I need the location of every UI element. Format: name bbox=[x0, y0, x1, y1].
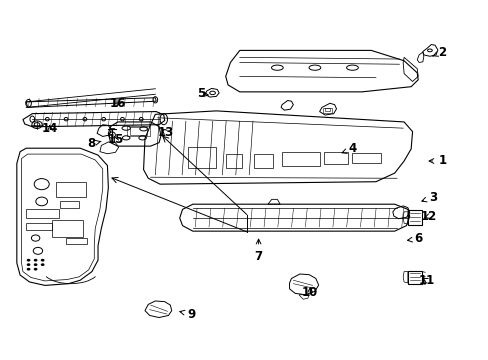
Circle shape bbox=[41, 259, 44, 262]
Circle shape bbox=[34, 263, 38, 266]
Circle shape bbox=[34, 259, 38, 262]
Text: 14: 14 bbox=[41, 122, 58, 135]
Text: 11: 11 bbox=[418, 274, 434, 287]
Text: 13: 13 bbox=[158, 126, 174, 139]
Text: 4: 4 bbox=[341, 143, 356, 156]
Text: 15: 15 bbox=[107, 133, 123, 146]
Text: 2: 2 bbox=[432, 46, 446, 59]
Bar bbox=[26, 210, 59, 218]
Bar bbox=[225, 154, 242, 168]
Bar bbox=[56, 182, 86, 197]
Bar bbox=[61, 202, 79, 208]
Circle shape bbox=[27, 268, 30, 271]
Bar bbox=[253, 154, 272, 168]
Text: 8: 8 bbox=[87, 137, 101, 150]
Text: 6: 6 bbox=[407, 232, 422, 245]
Text: 7: 7 bbox=[254, 239, 262, 262]
Circle shape bbox=[41, 263, 44, 266]
Bar bbox=[52, 220, 82, 237]
Bar bbox=[127, 126, 149, 136]
Text: 1: 1 bbox=[428, 154, 446, 167]
Bar bbox=[26, 223, 52, 230]
Bar bbox=[188, 147, 216, 168]
Circle shape bbox=[34, 268, 38, 271]
Bar bbox=[324, 152, 347, 165]
Bar bbox=[323, 108, 331, 113]
Text: 5: 5 bbox=[196, 87, 208, 100]
Circle shape bbox=[27, 263, 30, 266]
Bar bbox=[130, 127, 146, 135]
Bar bbox=[325, 108, 329, 111]
Bar bbox=[66, 238, 87, 244]
Circle shape bbox=[27, 259, 30, 262]
Text: 3: 3 bbox=[421, 191, 436, 204]
Text: 9: 9 bbox=[180, 307, 195, 321]
Text: 12: 12 bbox=[420, 210, 436, 223]
Bar bbox=[282, 152, 319, 166]
Text: 16: 16 bbox=[110, 98, 126, 111]
Bar bbox=[352, 153, 380, 163]
Text: 10: 10 bbox=[302, 286, 318, 299]
